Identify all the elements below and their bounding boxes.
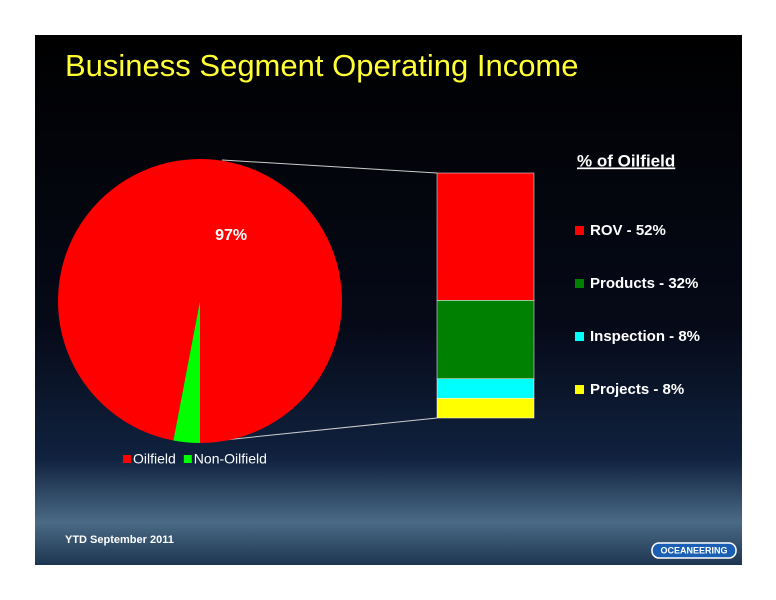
legend-swatch (183, 455, 192, 463)
legend-swatch (575, 279, 584, 288)
data-label: 97% (215, 227, 247, 244)
legend-label: Projects - 8% (590, 381, 684, 398)
logo: OCEANEERING (660, 545, 727, 555)
breakdown-title: % of Oilfield (577, 151, 675, 170)
legend-swatch (575, 385, 584, 394)
bar-segment (436, 300, 535, 380)
connector-line (221, 159, 438, 174)
legend-swatch (575, 332, 584, 341)
legend-label: ROV - 52% (590, 222, 666, 239)
legend-swatch (575, 226, 584, 235)
legend-label: Oilfield (133, 451, 176, 467)
bar-segment (436, 172, 535, 301)
bar-segment (436, 378, 535, 399)
connector-line (204, 417, 438, 443)
legend-label: Inspection - 8% (590, 328, 700, 345)
logo-badge (651, 542, 737, 559)
pie-slice (173, 301, 200, 443)
bar-segment (436, 398, 535, 419)
legend-swatch (123, 455, 131, 463)
pie-slice (58, 158, 343, 443)
slide-title: Business Segment Operating Income (65, 48, 579, 83)
legend-label: Products - 32% (590, 275, 698, 292)
legend-label: Non-Oilfield (194, 451, 267, 467)
footnote: YTD September 2011 (65, 534, 174, 546)
